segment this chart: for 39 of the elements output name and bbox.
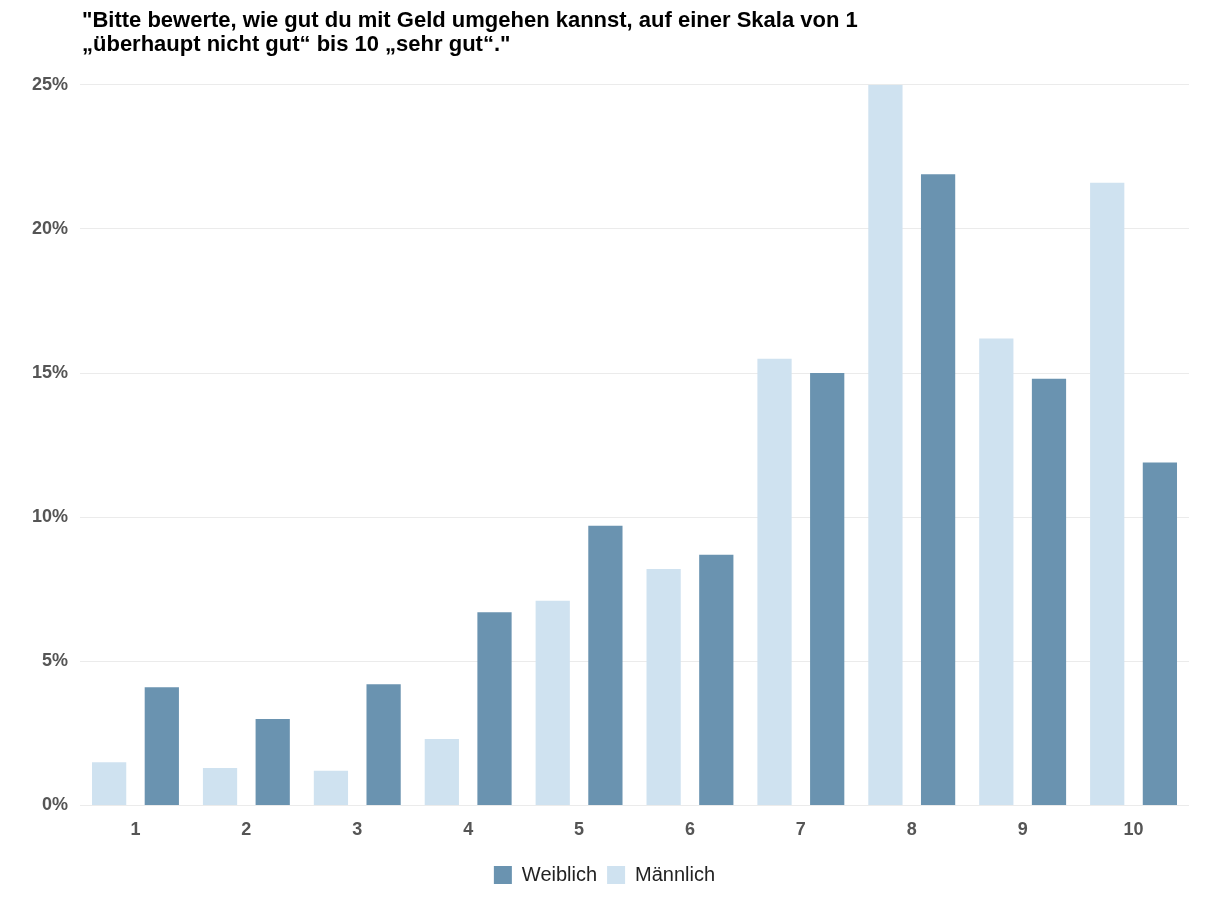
legend-label: Männlich [635,862,716,885]
y-tick-label: 25% [32,73,69,94]
y-tick-label: 15% [32,362,69,383]
bar [535,600,570,805]
bar [588,525,623,805]
bar [699,554,734,805]
bar [477,612,512,805]
bar [424,739,459,805]
x-tick-label: 9 [1017,819,1028,840]
bar [757,358,792,805]
bar [144,687,179,805]
bar [868,84,903,805]
x-tick-label: 2 [241,819,252,840]
bar [202,767,238,805]
legend-label: Weiblich [521,862,598,885]
bar [313,770,349,805]
bar [1090,182,1125,805]
bar [366,684,401,805]
y-tick-label: 10% [32,506,69,527]
bar [92,762,127,805]
x-tick-label: 10 [1123,819,1144,840]
bar [255,718,290,805]
x-tick-label: 6 [684,819,695,840]
bar [1142,462,1178,805]
y-tick-label: 0% [42,794,69,815]
bar [920,174,956,805]
y-tick-label: 5% [42,650,69,671]
x-tick-label: 3 [352,819,363,840]
bar [646,569,681,805]
y-tick-label: 20% [32,217,69,238]
x-tick-label: 5 [574,819,585,840]
bar [979,338,1014,805]
chart-title: "Bitte bewerte, wie gut du mit Geld umgehen kannst, auf einer Skala von 1 „überhaupt nicht gut“ bis 10 „sehr gut“." [82,7,859,56]
x-tick-label: 8 [906,819,917,840]
bar [810,373,845,805]
x-tick-label: 7 [795,819,806,840]
x-tick-label: 1 [130,819,141,840]
x-tick-label: 4 [463,819,474,840]
bar [1031,378,1067,805]
